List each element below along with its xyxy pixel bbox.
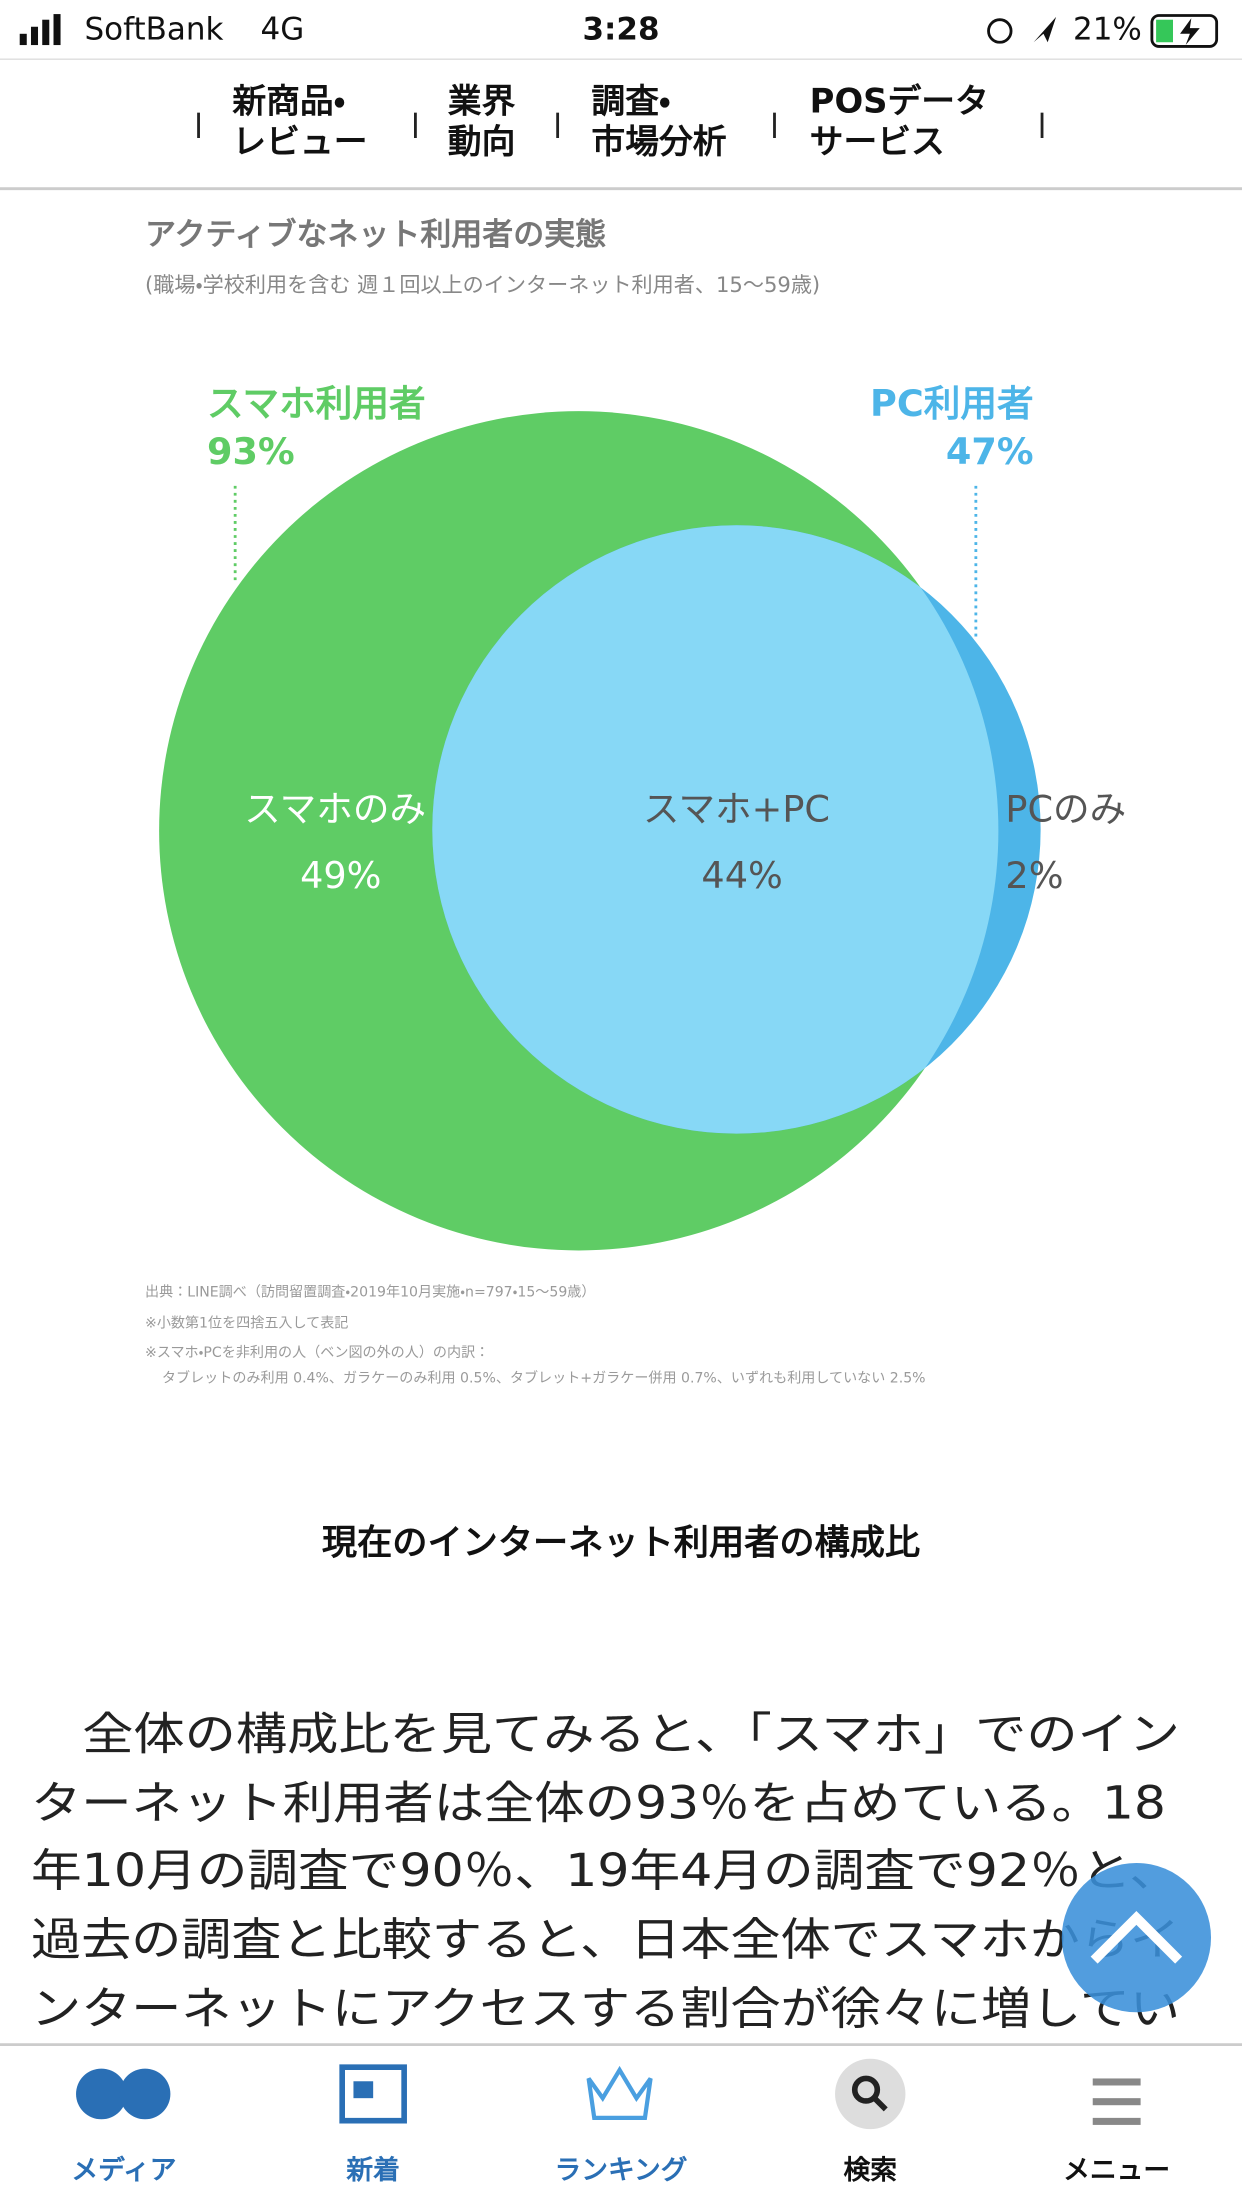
nav-label: 業界 xyxy=(448,81,516,120)
circle-label: PC利用者 xyxy=(870,382,1034,425)
button-bg xyxy=(1061,1863,1212,2013)
nav-item[interactable]: 新商品・ レビュー xyxy=(231,81,367,161)
battery-level: 21% xyxy=(1073,11,1142,47)
region-label: スマホのみ xyxy=(244,788,426,831)
battery-fill xyxy=(1156,19,1173,43)
tab-label: 新着 xyxy=(345,2154,400,2186)
nav-label: POSデータ xyxy=(810,81,989,120)
nav-label: 動向 xyxy=(448,122,516,161)
circle-share: 47% xyxy=(946,430,1034,473)
nav-label: 新商品・ xyxy=(231,81,345,120)
tab-icon xyxy=(835,2058,906,2130)
carrier: SoftBank xyxy=(84,11,223,47)
nav-item[interactable]: POSデータ サービス xyxy=(810,81,989,161)
nav-label: サービス xyxy=(810,122,945,161)
time: 3:28 xyxy=(582,11,659,47)
nav-label: レビュー xyxy=(232,122,367,161)
venn-overlap xyxy=(432,525,999,1134)
region-share: 2% xyxy=(1005,854,1063,897)
signal-bar xyxy=(19,33,27,46)
tab-icon xyxy=(1092,2098,1141,2106)
scroll-top-button[interactable] xyxy=(1061,1863,1212,2013)
lock-icon xyxy=(987,18,1013,44)
tab-icon xyxy=(586,2065,653,2120)
circle-label: スマホ利用者 xyxy=(207,382,426,425)
tab-icon xyxy=(872,2096,888,2112)
figure-title: アクティブなネット利用者の実態 xyxy=(145,217,606,253)
tab-label: メディア xyxy=(71,2154,176,2186)
article: 全体の構成比を見てみると、「スマホ」でのイン ターネット利用者は全体の93％を占… xyxy=(31,1708,1180,2036)
nav-item[interactable]: 業界 動向 xyxy=(448,81,516,161)
region-share: 44% xyxy=(701,854,782,897)
tab-icon xyxy=(851,2075,881,2104)
tab[interactable]: 新着 xyxy=(339,2064,407,2186)
tab[interactable]: メディア xyxy=(71,2068,176,2186)
region-label: PCのみ xyxy=(1005,788,1126,831)
status-bar: SoftBank 4G 3:28 21% xyxy=(19,11,1219,48)
circle-share: 93% xyxy=(207,430,295,473)
tab-label: 検索 xyxy=(843,2155,897,2186)
region-share: 49% xyxy=(300,854,381,897)
figure-subtitle: (職場・学校利用を含む 週１回以上のインターネット利用者、15〜59歳) xyxy=(145,272,820,297)
tab-label: メニュー xyxy=(1063,2155,1170,2186)
charging-icon xyxy=(1180,18,1200,46)
signal-bar xyxy=(30,26,39,46)
tab-icon xyxy=(1092,2078,1141,2086)
article-line: 年10月の調査で90％、19年4月の調査で92％と、 xyxy=(31,1844,1180,1897)
figure-note: 出典：LINE調べ（訪問留置調査・2019年10月実施・n=797・15〜59歳… xyxy=(145,1285,595,1301)
chevron-up xyxy=(1090,1910,1183,1964)
network: 4G xyxy=(261,11,305,47)
tab-icon xyxy=(76,2068,127,2120)
tab-icon xyxy=(119,2068,171,2120)
article-line: 全体の構成比を見てみると、「スマホ」でのイン xyxy=(31,1708,1180,1761)
signal-bar xyxy=(53,14,61,46)
figure-note: ※小数第1位を四捨五入して表記 xyxy=(145,1315,348,1332)
tab-label: ランキング xyxy=(555,2154,688,2186)
tab[interactable]: ランキング xyxy=(555,2065,688,2186)
figure-note: タブレットのみ利用 0.4%、ガラケーのみ利用 0.5%、タブレット+ガラケー併… xyxy=(162,1370,926,1387)
nav-label: 調査・ xyxy=(591,81,670,120)
battery-icon xyxy=(1150,14,1219,48)
figure: アクティブなネット利用者の実態 (職場・学校利用を含む 週１回以上のインターネッ… xyxy=(145,217,1126,1564)
article-line: ンターネットにアクセスする割合が徐々に増してい xyxy=(31,1982,1180,2035)
tab[interactable]: メニュー xyxy=(1063,2078,1170,2186)
signal-bar xyxy=(42,19,50,46)
nav-item[interactable]: 調査・ 市場分析 xyxy=(591,81,726,161)
region-label: スマホ+PC xyxy=(643,788,830,831)
location-icon xyxy=(1033,16,1057,43)
article-line: ターネット利用者は全体の93％を占めている。18 xyxy=(31,1777,1166,1830)
nav-bar: 新商品・ レビュー 業界 動向 調査・ 市場分析 POSデータ サービス xyxy=(197,81,1044,161)
figure-caption: 現在のインターネット利用者の構成比 xyxy=(322,1523,920,1564)
tab[interactable]: 検索 xyxy=(835,2058,906,2186)
tab-icon xyxy=(353,2081,374,2099)
figure-note: ※スマホ・PCを非利用の人（ベン図の外の人）の内訳： xyxy=(145,1345,489,1361)
nav-label: 市場分析 xyxy=(591,122,726,161)
tab-icon xyxy=(339,2064,407,2124)
tab-icon xyxy=(1092,2117,1141,2125)
article-line: 過去の調査と比較すると、日本全体でスマホからイ xyxy=(31,1913,1180,1966)
